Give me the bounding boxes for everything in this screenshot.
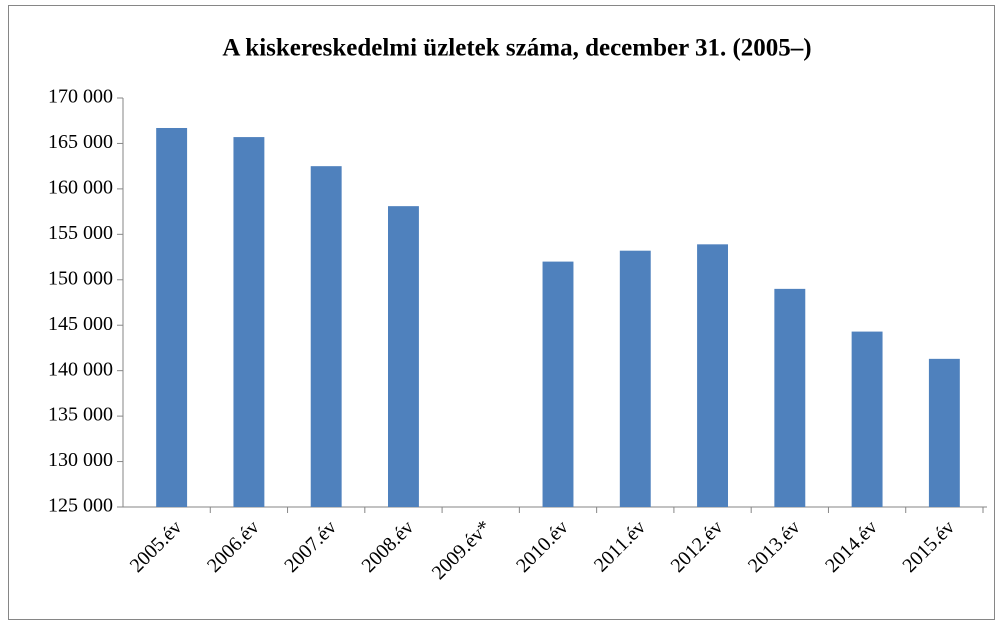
bar (542, 261, 574, 507)
bar (928, 358, 960, 507)
y-tick-label: 125 000 (48, 495, 113, 517)
bar (388, 206, 419, 507)
y-tick-label: 135 000 (48, 404, 113, 426)
bar (774, 288, 806, 507)
y-tick-label: 150 000 (48, 267, 113, 289)
y-tick-label: 155 000 (48, 222, 113, 244)
bar (619, 250, 651, 507)
y-tick-label: 160 000 (48, 176, 113, 198)
bar (851, 331, 883, 507)
y-tick-label: 165 000 (48, 131, 113, 153)
bar (156, 127, 188, 507)
bar (697, 244, 728, 507)
y-tick-label: 130 000 (48, 449, 113, 471)
bar (233, 137, 265, 508)
y-tick-label: 170 000 (48, 86, 113, 108)
chart-title: A kiskereskedelmi üzletek száma, decembe… (222, 35, 811, 62)
bar (310, 166, 342, 507)
y-tick-label: 145 000 (48, 313, 113, 335)
y-tick-label: 140 000 (48, 358, 113, 380)
